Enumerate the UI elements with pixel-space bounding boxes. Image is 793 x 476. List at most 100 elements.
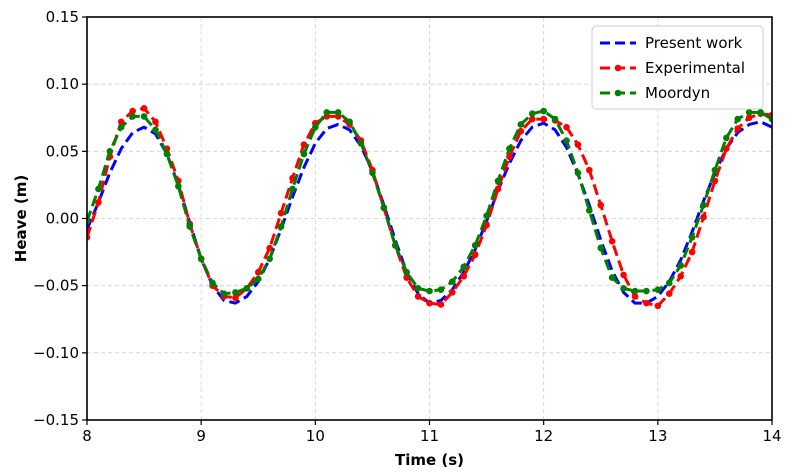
- data-point-experimental: [414, 293, 422, 300]
- data-point-moordyn: [197, 255, 205, 263]
- data-point-experimental: [586, 166, 593, 174]
- x-axis-title: Time (s): [395, 451, 464, 469]
- x-tick-label: 13: [648, 427, 667, 445]
- x-tick-label: 14: [762, 427, 781, 445]
- data-point-experimental: [745, 114, 753, 122]
- data-point-moordyn: [334, 109, 342, 116]
- x-tick-label: 10: [306, 427, 325, 445]
- data-point-moordyn: [232, 289, 239, 296]
- data-point-experimental: [688, 248, 696, 256]
- data-point-experimental: [232, 294, 239, 302]
- data-point-experimental: [654, 302, 662, 310]
- y-axis-title: Heave (m): [12, 175, 30, 262]
- y-tick-label: 0.10: [46, 75, 79, 93]
- data-point-moordyn: [220, 290, 228, 298]
- data-point-moordyn: [745, 109, 753, 116]
- data-point-moordyn: [643, 287, 650, 295]
- data-point-moordyn: [665, 279, 673, 287]
- data-point-moordyn: [620, 285, 627, 292]
- data-point-moordyn: [323, 109, 331, 116]
- data-point-moordyn: [517, 121, 525, 128]
- data-point-moordyn: [506, 145, 513, 152]
- series-moordyn: [87, 107, 772, 298]
- y-tick-label: 0.05: [46, 142, 79, 160]
- y-tick-label: 0.00: [46, 210, 79, 228]
- data-point-experimental: [620, 271, 627, 279]
- data-point-moordyn: [734, 115, 742, 123]
- data-point-moordyn: [654, 286, 662, 293]
- data-point-moordyn: [414, 285, 422, 292]
- data-point-moordyn: [300, 150, 308, 158]
- data-point-moordyn: [586, 207, 593, 214]
- data-point-moordyn: [494, 177, 502, 185]
- data-point-moordyn: [540, 107, 547, 115]
- data-point-moordyn: [768, 115, 772, 123]
- y-tick-label: −0.15: [33, 411, 79, 429]
- data-point-moordyn: [186, 223, 194, 230]
- data-point-moordyn: [106, 148, 114, 155]
- y-tick-label: −0.10: [33, 344, 79, 362]
- data-point-moordyn: [312, 123, 319, 131]
- data-point-experimental: [449, 289, 456, 296]
- data-point-moordyn: [723, 134, 730, 142]
- data-point-moordyn: [152, 126, 159, 134]
- legend-label-moordyn: Moordyn: [645, 84, 710, 102]
- data-point-experimental: [700, 213, 707, 221]
- x-tick-label: 11: [420, 427, 439, 445]
- data-point-moordyn: [483, 212, 490, 220]
- data-point-experimental: [471, 251, 479, 259]
- data-point-moordyn: [437, 286, 445, 293]
- data-point-experimental: [540, 115, 547, 123]
- data-point-moordyn: [140, 113, 148, 120]
- legend: Present work Experimental Moordyn: [591, 25, 764, 110]
- data-point-experimental: [300, 141, 308, 148]
- data-point-moordyn: [757, 109, 764, 116]
- legend-label-present-work: Present work: [645, 34, 743, 52]
- x-tick-label: 9: [196, 427, 206, 445]
- legend-marker-experimental: [614, 64, 622, 72]
- data-point-moordyn: [574, 169, 582, 177]
- y-tick-label: 0.15: [46, 8, 79, 26]
- data-point-experimental: [517, 127, 525, 135]
- data-point-experimental: [437, 301, 445, 308]
- data-point-moordyn: [460, 263, 468, 271]
- data-point-experimental: [734, 125, 742, 132]
- data-point-moordyn: [449, 278, 456, 285]
- data-point-moordyn: [380, 204, 388, 212]
- data-point-moordyn: [129, 113, 136, 120]
- data-point-moordyn: [357, 139, 365, 147]
- data-point-moordyn: [277, 223, 285, 230]
- data-point-moordyn: [677, 262, 684, 269]
- data-point-moordyn: [403, 268, 410, 276]
- series-layer: [87, 105, 772, 310]
- data-point-moordyn: [471, 242, 479, 249]
- data-point-moordyn: [688, 234, 696, 241]
- data-point-moordyn: [597, 244, 605, 252]
- data-point-moordyn: [426, 287, 433, 295]
- legend-label-experimental: Experimental: [645, 59, 745, 77]
- data-point-experimental: [631, 293, 639, 300]
- data-point-experimental: [277, 209, 285, 217]
- data-point-moordyn: [175, 182, 182, 190]
- data-point-moordyn: [243, 285, 251, 292]
- data-point-moordyn: [700, 201, 707, 209]
- data-point-experimental: [506, 153, 513, 161]
- legend-box: [591, 25, 764, 110]
- data-point-experimental: [608, 238, 616, 245]
- data-point-experimental: [574, 141, 582, 148]
- x-tick-label: 12: [534, 427, 553, 445]
- data-point-experimental: [266, 244, 273, 252]
- data-point-moordyn: [95, 185, 102, 193]
- data-point-experimental: [597, 201, 605, 209]
- data-point-experimental: [95, 199, 102, 206]
- data-point-experimental: [152, 118, 159, 126]
- data-point-moordyn: [254, 275, 262, 283]
- data-point-moordyn: [551, 115, 559, 123]
- data-point-experimental: [665, 290, 673, 298]
- data-point-moordyn: [163, 150, 171, 158]
- data-point-moordyn: [289, 185, 296, 193]
- data-point-moordyn: [631, 287, 639, 295]
- data-point-moordyn: [87, 217, 91, 225]
- data-point-experimental: [426, 299, 433, 307]
